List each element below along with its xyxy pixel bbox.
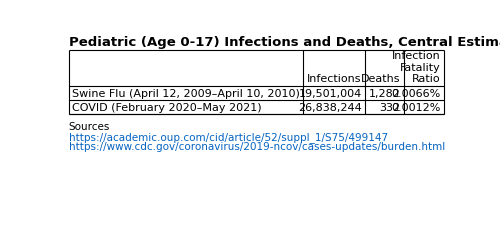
Text: 1,282: 1,282 [368, 89, 400, 99]
Text: Swine Flu (April 12, 2009–April 10, 2010): Swine Flu (April 12, 2009–April 10, 2010… [72, 89, 300, 99]
Text: 0.0012%: 0.0012% [392, 103, 440, 113]
Text: Infection
Fatality
Ratio: Infection Fatality Ratio [392, 51, 440, 84]
Text: 26,838,244: 26,838,244 [298, 103, 362, 113]
Text: Infections: Infections [307, 74, 362, 84]
Text: Pediatric (Age 0-17) Infections and Deaths, Central Estimates: Pediatric (Age 0-17) Infections and Deat… [68, 36, 500, 49]
Text: https://academic.oup.com/cid/article/52/suppl_1/S75/499147: https://academic.oup.com/cid/article/52/… [68, 132, 388, 143]
Text: Sources: Sources [68, 122, 110, 132]
Text: Deaths: Deaths [361, 74, 401, 84]
Text: 0.0066%: 0.0066% [392, 89, 440, 99]
Text: https://www.cdc.gov/coronavirus/2019-ncov/cases-updates/burden.html: https://www.cdc.gov/coronavirus/2019-nco… [68, 142, 445, 152]
Text: 332: 332 [380, 103, 400, 113]
Text: 19,501,004: 19,501,004 [298, 89, 362, 99]
Text: COVID (February 2020–May 2021): COVID (February 2020–May 2021) [72, 103, 262, 113]
